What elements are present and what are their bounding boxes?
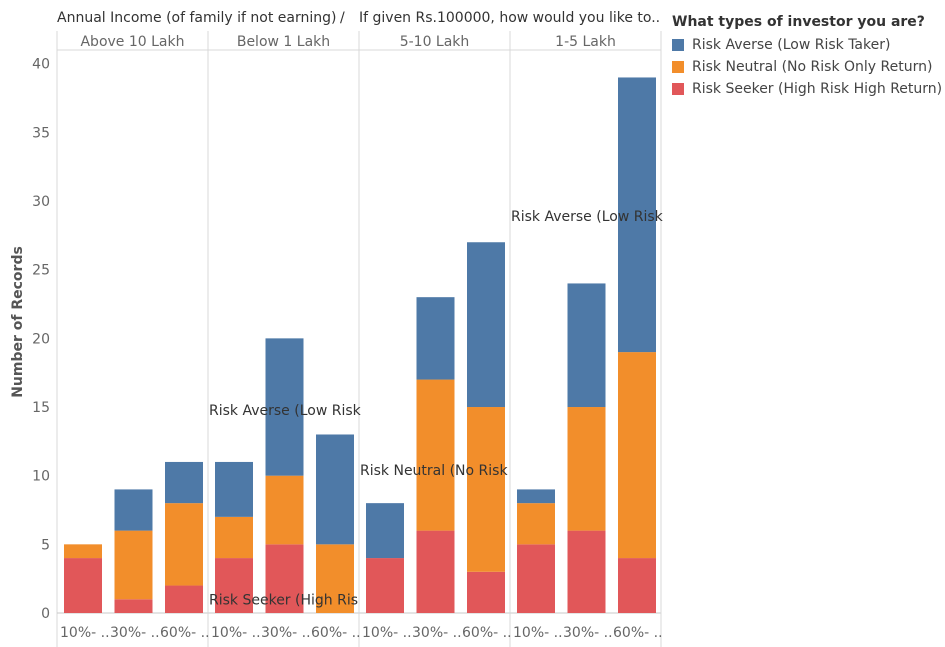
legend-title: What types of investor you are? [672,14,925,30]
header-separator: / [340,10,345,26]
x-tick-label: 30%- .. [563,625,613,641]
bar-1-5-lakh-3-risk-seeker [618,558,656,613]
panel-header-5-10-lakh: 5-10 Lakh [400,34,470,50]
bar-below-1-lakh-2-risk-neutral [265,475,304,545]
legend: What types of investor you are? Risk Ave… [672,14,942,100]
panel-header-below-1-lakh: Below 1 Lakh [237,34,330,50]
y-tick-label: 15 [32,400,50,416]
bar-above-10-lakh-2-risk-averse [114,489,153,531]
bar-above-10-lakh-1-risk-seeker [64,558,102,613]
bar-above-10-lakh-3-risk-neutral [165,503,203,586]
bar-5-10-lakh-2-risk-neutral [416,379,455,531]
annotation-label: Risk Averse (Low Risk [209,403,362,419]
bar-5-10-lakh-2-risk-averse [416,297,455,380]
bar-above-10-lakh-2-risk-seeker [114,599,153,613]
bar-1-5-lakh-1-risk-seeker [517,544,555,613]
y-axis-label: Number of Records [10,246,26,398]
bar-5-10-lakh-3-risk-seeker [467,571,505,613]
header-column-field: If given Rs.100000, how would you like t… [359,10,660,26]
legend-swatch-risk-neutral [672,61,684,73]
x-tick-label: 60%- .. [311,625,361,641]
y-tick-label: 35 [32,125,50,141]
annotation-label: Risk Neutral (No Risk [360,463,508,479]
bar-5-10-lakh-3-risk-averse [467,242,505,408]
annotation-label: Risk Averse (Low Risk [511,209,664,225]
bar-below-1-lakh-3-risk-averse [316,434,354,545]
header-row-field: Annual Income (of family if not earning) [57,10,336,26]
y-tick-label: 30 [32,194,50,210]
bar-below-1-lakh-2-risk-averse [265,338,304,476]
bar-below-1-lakh-2-risk-seeker [265,544,304,613]
bar-1-5-lakh-2-risk-neutral [567,407,606,531]
bar-5-10-lakh-3-risk-neutral [467,407,505,572]
bar-above-10-lakh-3-risk-averse [165,461,203,504]
bar-5-10-lakh-2-risk-seeker [416,530,455,613]
y-tick-label: 20 [32,331,50,347]
x-tick-label: 60%- .. [613,625,663,641]
legend-item-risk-neutral[interactable]: Risk Neutral (No Risk Only Return) [672,56,942,78]
panel-header-above-10-lakh: Above 10 Lakh [80,34,184,50]
bar-1-5-lakh-1-risk-neutral [517,503,555,545]
legend-item-risk-seeker[interactable]: Risk Seeker (High Risk High Return) [672,78,942,100]
legend-item-risk-averse[interactable]: Risk Averse (Low Risk Taker) [672,34,942,56]
panel-header-1-5-lakh: 1-5 Lakh [555,34,616,50]
bar-above-10-lakh-2-risk-neutral [114,530,153,600]
y-tick-label: 40 [32,57,50,73]
bar-5-10-lakh-1-risk-seeker [366,558,404,613]
legend-swatch-risk-averse [672,39,684,51]
x-tick-label: 10%- .. [513,625,563,641]
x-tick-label: 30%- .. [412,625,462,641]
bar-below-1-lakh-3-risk-neutral [316,544,354,613]
legend-label-risk-seeker: Risk Seeker (High Risk High Return) [692,81,943,97]
bar-below-1-lakh-1-risk-neutral [215,516,253,559]
y-tick-label: 5 [41,537,50,553]
legend-label-risk-averse: Risk Averse (Low Risk Taker) [692,37,891,53]
y-tick-label: 25 [32,263,50,279]
x-tick-label: 30%- .. [110,625,160,641]
x-tick-label: 10%- .. [211,625,261,641]
bar-1-5-lakh-3-risk-averse [618,77,656,353]
bar-1-5-lakh-3-risk-neutral [618,352,656,559]
bar-1-5-lakh-1-risk-averse [517,489,555,504]
bar-5-10-lakh-1-risk-averse [366,503,404,559]
x-tick-label: 10%- .. [60,625,110,641]
annotation-label: Risk Seeker (High Ris [209,592,358,608]
bar-1-5-lakh-2-risk-averse [567,283,606,408]
x-tick-label: 60%- .. [462,625,512,641]
x-tick-label: 10%- .. [362,625,412,641]
y-tick-label: 0 [41,606,50,622]
legend-swatch-risk-seeker [672,83,684,95]
bar-1-5-lakh-2-risk-seeker [567,530,606,613]
y-tick-label: 10 [32,469,50,485]
legend-label-risk-neutral: Risk Neutral (No Risk Only Return) [692,59,933,75]
bar-below-1-lakh-1-risk-seeker [215,558,253,613]
bar-above-10-lakh-3-risk-seeker [165,585,203,613]
bar-below-1-lakh-1-risk-averse [215,461,253,517]
bar-above-10-lakh-1-risk-neutral [64,544,102,559]
x-tick-label: 30%- .. [261,625,311,641]
x-tick-label: 60%- .. [160,625,210,641]
